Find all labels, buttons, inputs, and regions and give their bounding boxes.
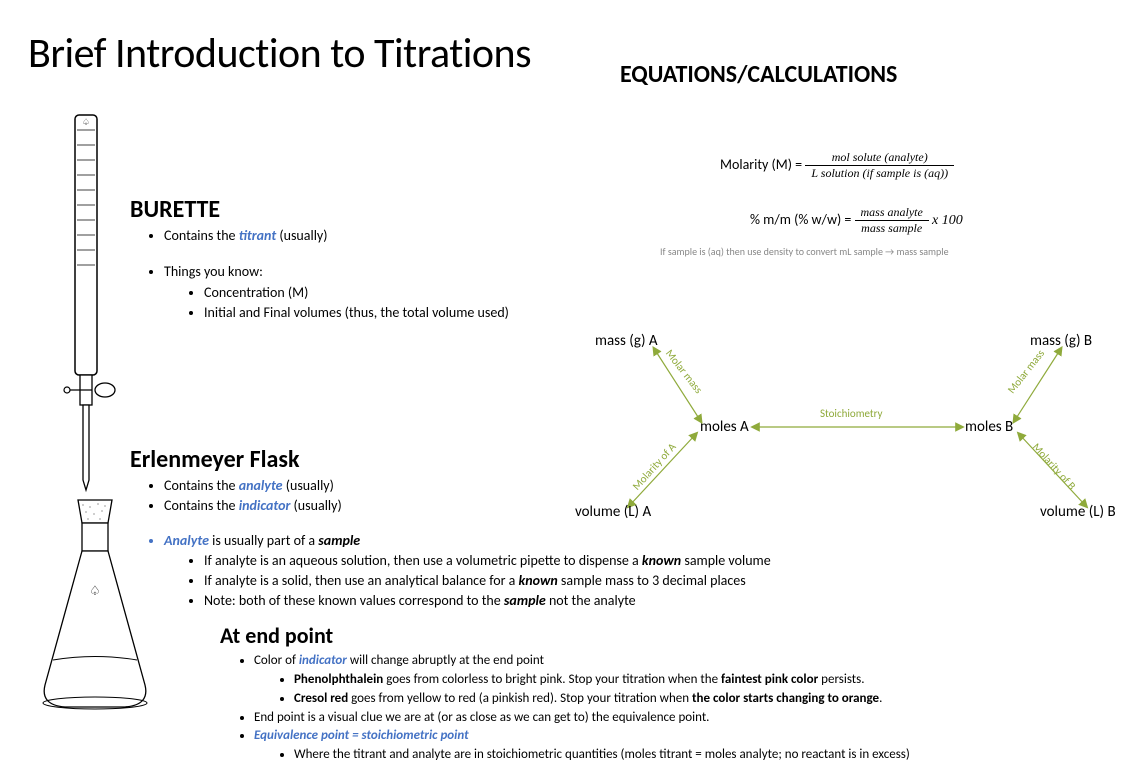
molarity-equation: Molarity (M) = mol solute (analyte) L so… — [720, 150, 954, 181]
percent-mm-equation: % m/m (% w/w) = mass analyte mass sample… — [750, 205, 963, 236]
erlenmeyer-illustration: ♤ — [20, 495, 170, 725]
txt: Contains the — [164, 497, 239, 514]
pct-numerator: mass analyte — [855, 205, 929, 221]
txt: will change abruptly at the end point — [347, 653, 544, 668]
endpoint-line-5: Equivalence point = stoichiometric point — [254, 727, 1112, 746]
equations-heading: EQUATIONS/CALCULATIONS — [620, 60, 897, 89]
endpoint-body: Color of indicator will change abruptly … — [232, 652, 1112, 765]
txt: (usually) — [290, 497, 341, 514]
molarity-denominator: L solution (if sample is (aq)) — [805, 166, 954, 181]
txt: sample mass to 3 decimal places — [558, 572, 746, 589]
burette-line-2: Things you know: — [164, 262, 582, 282]
analyte-keyword2: Analyte — [164, 532, 209, 549]
svg-text:♤: ♤ — [89, 584, 101, 599]
txt: Contains the — [164, 477, 239, 494]
burette-line-1: Contains the titrant (usually) — [164, 226, 582, 246]
txt: goes from colorless to bright pink. Stop… — [383, 672, 721, 687]
equivalence-kw: Equivalence point = stoichiometric point — [254, 728, 469, 743]
pct-denominator: mass sample — [855, 221, 929, 236]
txt: Contains the — [164, 227, 239, 244]
sample-kw: sample — [504, 592, 546, 609]
erlen-line-5: If analyte is a solid, then use an analy… — [204, 571, 1102, 591]
molarity-label: Molarity (M) = — [720, 156, 802, 173]
node-moles-a: moles A — [700, 418, 749, 436]
txt: goes from yellow to red (a pinkish red).… — [348, 691, 692, 706]
endpoint-line-2: Phenolphthalein goes from colorless to b… — [294, 671, 1112, 690]
txt: the color starts changing to orange — [692, 691, 879, 706]
node-vol-a: volume (L) A — [575, 503, 651, 521]
txt: If analyte is a solid, then use an analy… — [204, 572, 519, 589]
titrant-keyword: titrant — [239, 227, 276, 244]
node-moles-b: moles B — [965, 418, 1013, 436]
known-kw: known — [642, 552, 681, 569]
pct-tail: x 100 — [932, 213, 963, 228]
indicator-kw: indicator — [299, 653, 347, 668]
txt: . — [879, 691, 882, 706]
pct-label: % m/m (% w/w) = — [750, 211, 851, 228]
txt: not the analyte — [546, 592, 636, 609]
endpoint-line-6: Where the titrant and analyte are in sto… — [294, 746, 1112, 765]
cresol-kw: Cresol red — [294, 691, 348, 706]
txt: (usually) — [283, 477, 334, 494]
txt: persists. — [818, 672, 864, 687]
txt: (usually) — [276, 227, 327, 244]
endpoint-line-3: Cresol red goes from yellow to red (a pi… — [294, 690, 1112, 709]
erlen-line-3: Analyte is usually part of a sample — [164, 531, 1102, 551]
node-mass-a: mass (g) A — [595, 332, 658, 350]
txt: is usually part of a — [209, 532, 318, 549]
erlen-line-6: Note: both of these known values corresp… — [204, 591, 1102, 611]
txt: sample volume — [681, 552, 771, 569]
burette-illustration: ♤ — [55, 110, 165, 510]
known-kw: known — [519, 572, 558, 589]
analyte-keyword: analyte — [239, 477, 283, 494]
page-title: Brief Introduction to Titrations — [28, 28, 531, 79]
txt: Color of — [254, 653, 299, 668]
burette-line-2b: Initial and Final volumes (thus, the tot… — [204, 303, 582, 323]
burette-body: Contains the titrant (usually) Things yo… — [142, 226, 582, 323]
burette-line-2a: Concentration (M) — [204, 283, 582, 303]
txt: Note: both of these known values corresp… — [204, 592, 504, 609]
node-vol-b: volume (L) B — [1040, 503, 1116, 521]
label-stoichiometry: Stoichiometry — [820, 407, 882, 420]
endpoint-heading: At end point — [220, 622, 333, 649]
sample-keyword: sample — [318, 532, 360, 549]
svg-text:♤: ♤ — [82, 117, 90, 128]
phenolphthalein-kw: Phenolphthalein — [294, 672, 383, 687]
erlen-line-4: If analyte is an aqueous solution, then … — [204, 551, 1102, 571]
pct-note: If sample is (aq) then use density to co… — [660, 245, 949, 258]
txt: faintest pink color — [721, 672, 818, 687]
molarity-numerator: mol solute (analyte) — [805, 150, 954, 166]
endpoint-line-4: End point is a visual clue we are at (or… — [254, 709, 1112, 728]
endpoint-line-1: Color of indicator will change abruptly … — [254, 652, 1112, 671]
node-mass-b: mass (g) B — [1030, 332, 1092, 350]
txt: If analyte is an aqueous solution, then … — [204, 552, 642, 569]
indicator-keyword: indicator — [239, 497, 291, 514]
conversion-diagram: mass (g) A moles A volume (L) A mass (g)… — [595, 325, 1105, 525]
